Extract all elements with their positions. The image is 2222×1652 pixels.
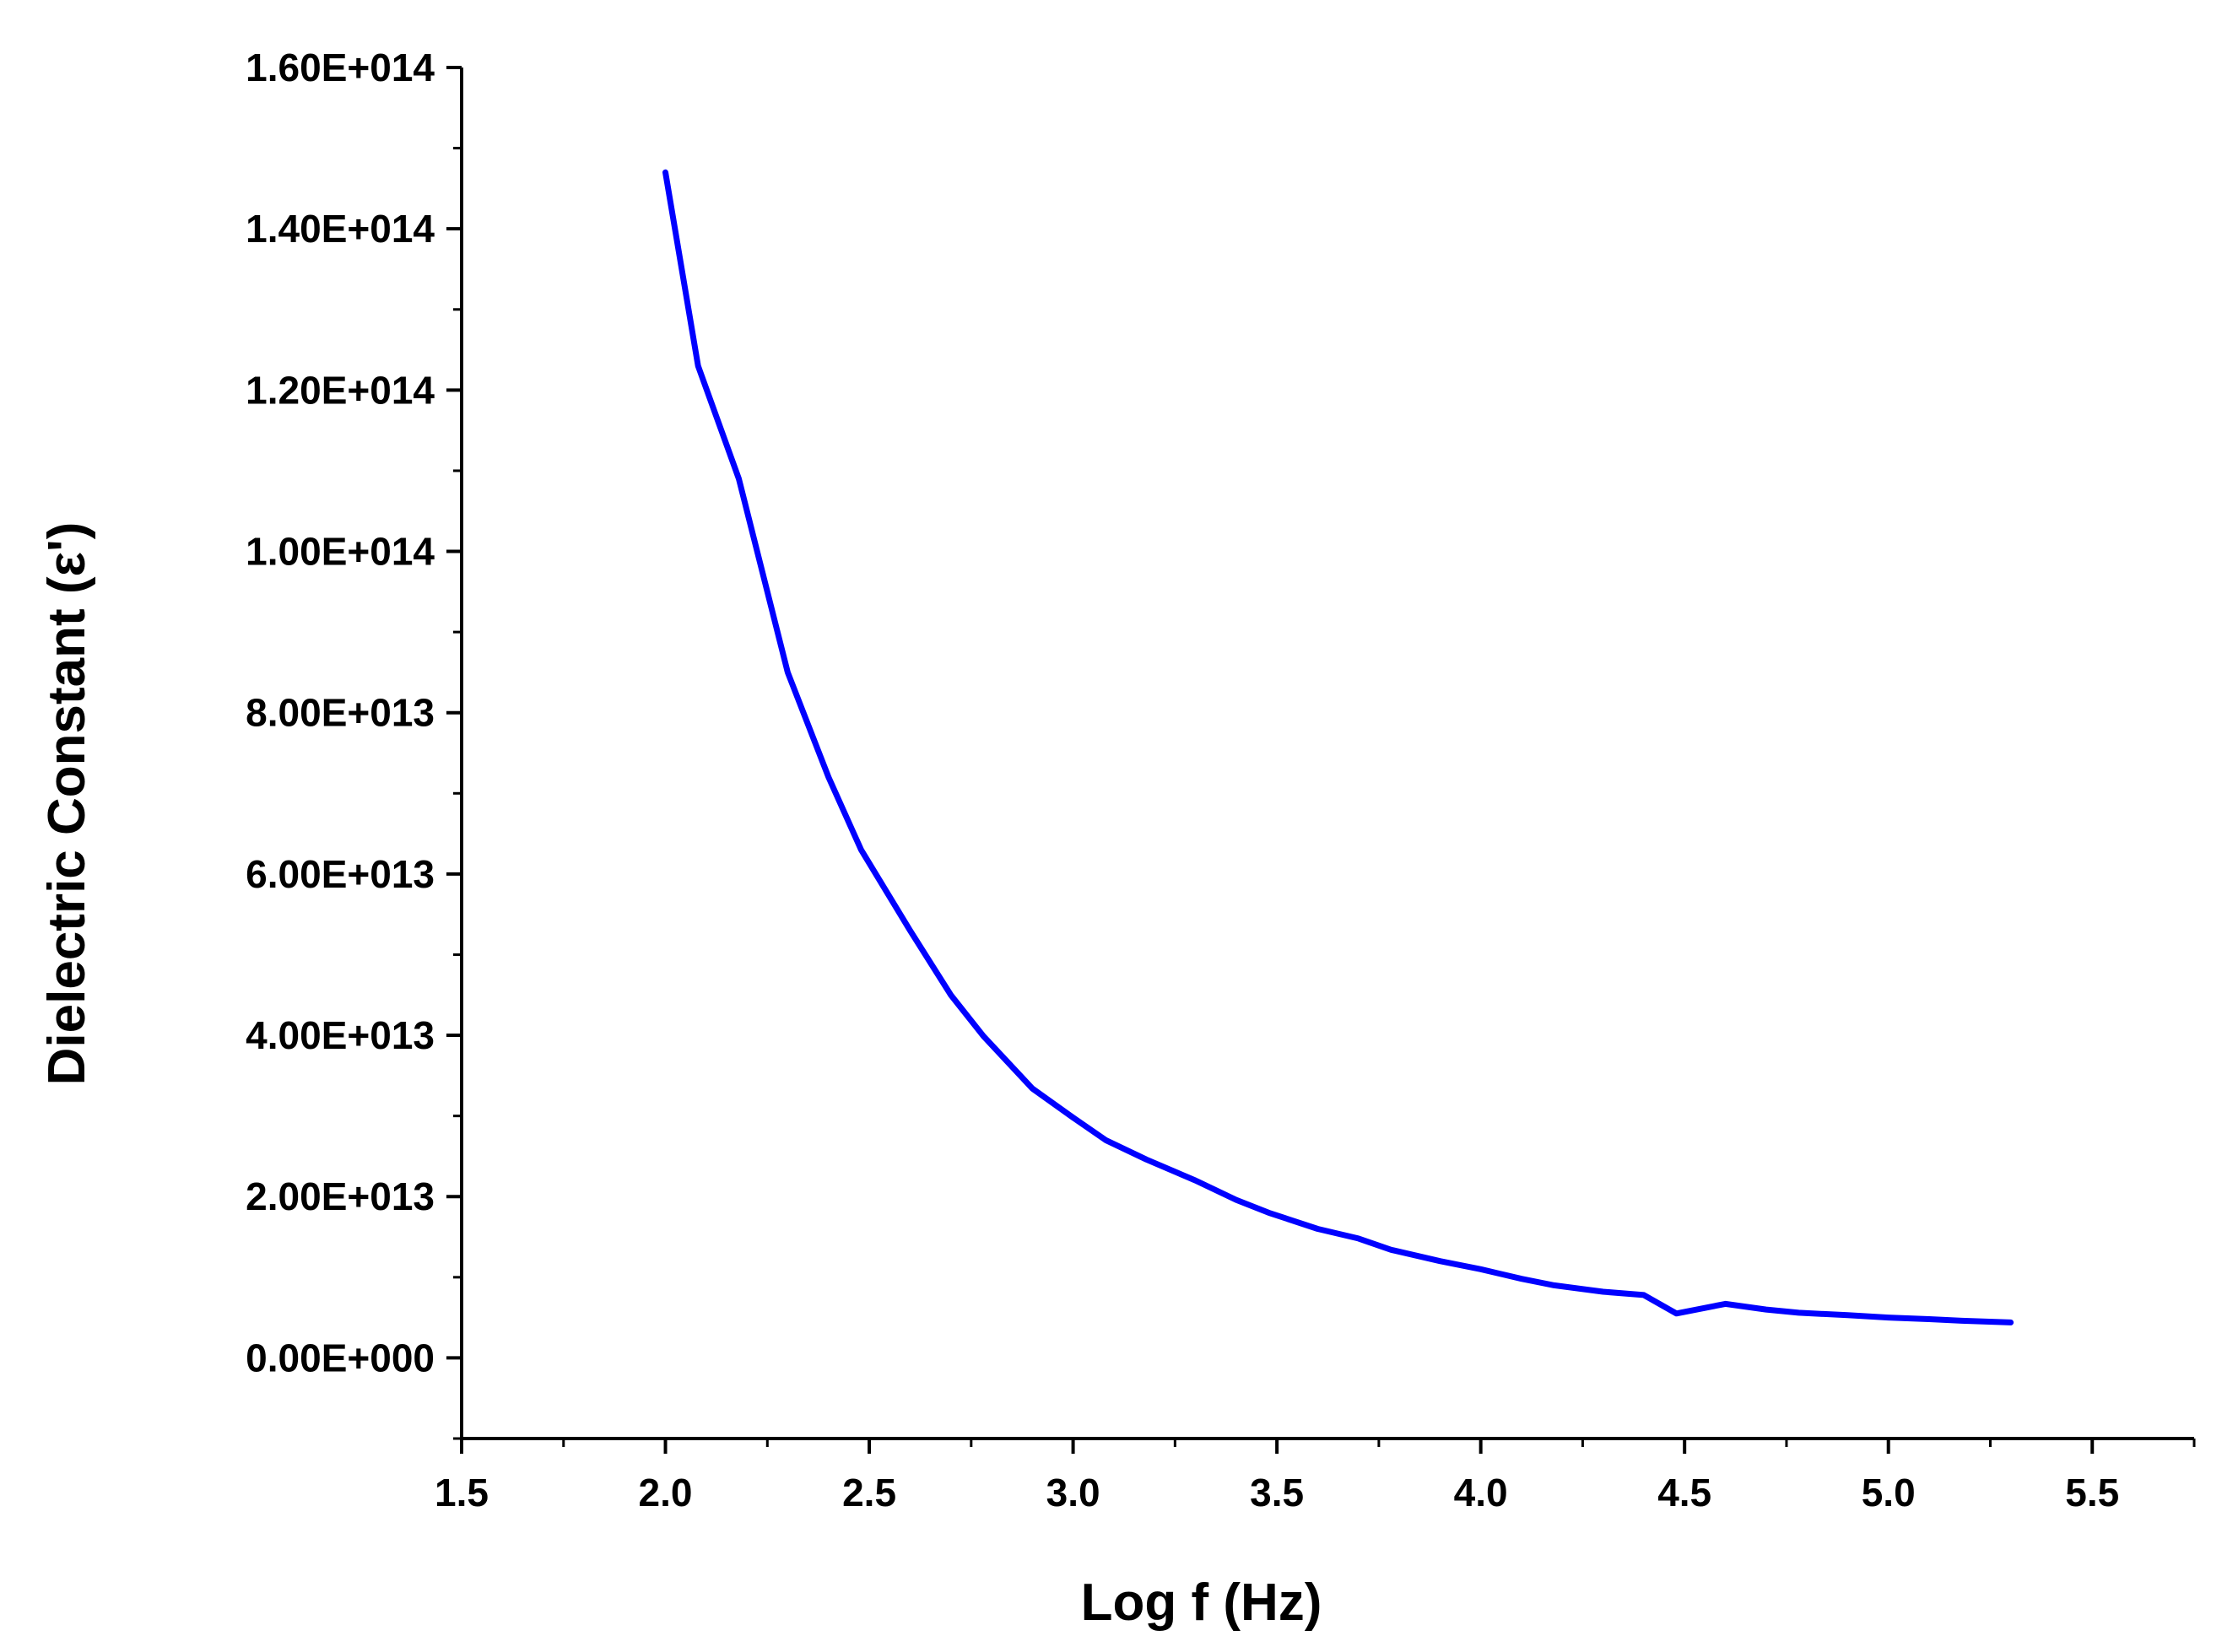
y-tick-label: 2.00E+013 xyxy=(246,1174,435,1218)
y-tick-label: 4.00E+013 xyxy=(246,1013,435,1057)
x-tick-label: 4.5 xyxy=(1657,1471,1711,1514)
x-axis-title: Log f (Hz) xyxy=(1081,1574,1322,1632)
y-axis-title: Dielectric Constant (ε') xyxy=(38,522,96,1086)
x-tick-label: 5.5 xyxy=(2065,1471,2119,1514)
x-tick-label: 3.0 xyxy=(1046,1471,1100,1514)
y-tick-label: 0.00E+000 xyxy=(246,1336,435,1379)
x-tick-label: 3.5 xyxy=(1250,1471,1304,1514)
y-tick-label: 1.20E+014 xyxy=(246,368,435,412)
x-axis-ticks: 1.5 2.0 2.5 3.0 3.5 4.0 4.5 5.0 5.5 xyxy=(435,1439,2196,1514)
x-tick-label: 2.0 xyxy=(639,1471,693,1514)
y-tick-label: 1.00E+014 xyxy=(246,530,435,574)
y-tick-label: 1.40E+014 xyxy=(246,207,435,251)
x-tick-label: 1.5 xyxy=(435,1471,489,1514)
x-tick-label: 4.0 xyxy=(1454,1471,1508,1514)
y-tick-label: 8.00E+013 xyxy=(246,691,435,735)
x-tick-label: 5.0 xyxy=(1862,1471,1916,1514)
y-axis-ticks: 0.00E+000 2.00E+013 4.00E+013 6.00E+013 8.00… xyxy=(246,46,462,1440)
y-tick-label: 1.60E+014 xyxy=(246,46,435,89)
y-tick-label: 6.00E+013 xyxy=(246,852,435,896)
x-tick-label: 2.5 xyxy=(842,1471,896,1514)
series-line xyxy=(662,169,2014,1325)
